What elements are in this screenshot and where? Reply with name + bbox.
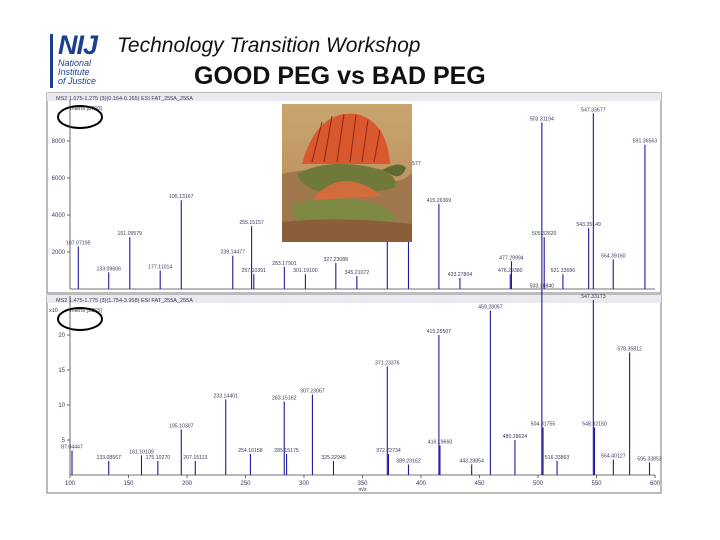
peak-label: 233.14401	[213, 393, 238, 399]
peak-label: 547.33173	[581, 294, 606, 300]
peak-label: 547.33677	[581, 107, 606, 113]
peak-label: 325.22945	[321, 455, 346, 461]
peak-label: 301.19100	[293, 268, 318, 274]
peak-label: 505.32620	[532, 231, 557, 237]
highlight-circle	[57, 105, 103, 129]
x-tick-label: 600	[650, 481, 661, 487]
panel-header-text: MS2 1.475-1.775 (3)(1.754-3.958) ESI FAT…	[56, 298, 193, 304]
intensity-label: Intens [2365]	[70, 308, 102, 314]
peak-label: 459.28057	[478, 305, 503, 311]
peak-label: 257.10391	[242, 268, 267, 274]
peak-label: 521.33696	[551, 268, 576, 274]
peak-label: 415.25507	[427, 329, 452, 335]
peak-label: 207.15113	[183, 455, 207, 461]
peak-label: 433.27804	[448, 272, 473, 278]
peak-label: 133.09606	[96, 266, 121, 272]
x-tick-label: 100	[65, 481, 76, 487]
x-tick-label: 400	[416, 481, 427, 487]
peak-label: 195.10307	[169, 424, 194, 430]
nij-logo: NIJ National Institute of Justice	[48, 30, 108, 92]
peak-label: 133.08667	[96, 455, 121, 461]
peak-label: 239.14477	[220, 250, 245, 256]
y-tick-label: 2000	[52, 250, 66, 256]
y-tick-label: 5	[62, 438, 66, 444]
peak-label: 477.29994	[499, 255, 524, 261]
peak-label: 564.39160	[601, 253, 626, 259]
x-tick-label: 300	[299, 481, 310, 487]
peak-label: 345.21072	[345, 270, 370, 276]
peak-label: 327.23088	[324, 257, 349, 263]
intensity-label: Intens [8760]	[70, 106, 102, 112]
panel-header-bar	[47, 295, 661, 303]
logo-mark: NIJ	[58, 30, 98, 60]
peak-label: 564.40127	[601, 454, 626, 460]
peak-label: 548.32150	[582, 421, 607, 427]
peak-label: 177.11014	[148, 265, 172, 271]
peak-label: 283.15162	[272, 396, 297, 402]
peak-label: 416.19660	[428, 440, 453, 446]
x-tick-label: 550	[591, 481, 602, 487]
y-tick-label: 15	[58, 368, 65, 374]
logo-line-3: of Justice	[58, 76, 97, 86]
y-tick-label: 4000	[52, 213, 66, 219]
x-tick-label: 250	[240, 481, 251, 487]
peak-label: 195.13167	[169, 194, 194, 200]
highlight-circle	[57, 307, 103, 331]
peak-label: 283.17901	[272, 261, 297, 267]
y-tick-label: 20	[58, 333, 65, 339]
peak-label: 443.28854	[459, 459, 484, 465]
y-tick-label: 6000	[52, 176, 66, 182]
logo-line-2: Institute	[58, 67, 90, 77]
dinosaur-illustration	[282, 104, 412, 242]
slide-title-line2: GOOD PEG vs BAD PEG	[194, 62, 486, 90]
x-tick-label: 500	[533, 481, 544, 487]
peak-label: 107.07195	[66, 240, 91, 246]
peak-label: 371.23376	[375, 361, 400, 367]
peak-label: 175.10270	[146, 455, 171, 461]
x-tick-label: 200	[182, 481, 193, 487]
peak-label: 476.29380	[498, 268, 523, 274]
peak-label: 87.04447	[61, 445, 83, 451]
peak-label: 595.33853	[637, 456, 662, 462]
peak-label: 516.33863	[545, 455, 570, 461]
peak-label: 480.28624	[503, 434, 528, 440]
logo-subtitle: National Institute of Justice	[58, 59, 96, 86]
peak-label: 543.35149	[576, 222, 601, 228]
x-tick-label: 150	[123, 481, 134, 487]
peak-label: 503.30840	[530, 284, 555, 290]
peak-label: 415.26369	[427, 198, 452, 204]
peak-label: 578.35812	[617, 347, 642, 353]
peak-label: 307.23067	[300, 389, 325, 395]
peak-label: 255.15157	[239, 220, 264, 226]
peak-label: 591.36563	[633, 139, 658, 145]
x-tick-label: 450	[474, 481, 485, 487]
y-tick-label: 8000	[52, 139, 66, 145]
logo-bar	[50, 34, 53, 88]
peak-label: 151.09579	[118, 231, 143, 237]
panel-header-bar	[47, 93, 661, 101]
y-tick-label: 10	[58, 403, 65, 409]
panel-header-text: MS2 1.075-1.275 (3)(0.164-0.165) ESI FAT…	[56, 96, 193, 102]
slide-title-line1: Technology Transition Workshop	[117, 34, 421, 57]
panel-frame	[46, 294, 662, 494]
peak-label: 389.29162	[396, 459, 421, 465]
x-tick-label: 350	[357, 481, 368, 487]
peak-label: 254.16158	[238, 448, 263, 454]
peak-label: 285.15175	[274, 448, 299, 454]
peak-label: 504.31755	[531, 421, 556, 427]
logo-line-1: National	[58, 58, 92, 68]
peak-label: 161.10109	[129, 449, 154, 455]
y-multiplier-label: x10	[49, 308, 58, 314]
x-axis-label: m/z	[358, 487, 367, 493]
peak-label: 372.22734	[376, 448, 401, 454]
peak-label: 503.31194	[530, 117, 554, 123]
